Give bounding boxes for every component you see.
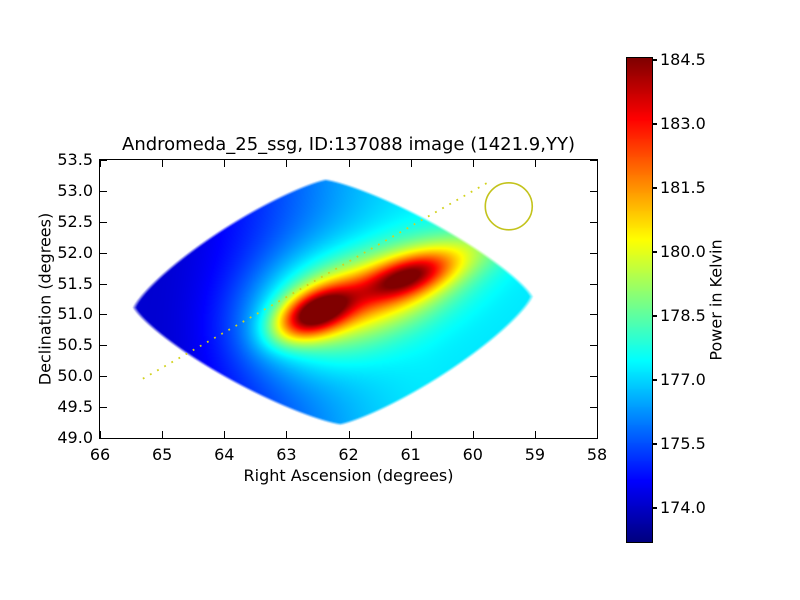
- x-tick-label: 59: [524, 445, 546, 464]
- y-tick-label: 51.5: [57, 273, 93, 293]
- y-tick-label: 52.0: [57, 242, 93, 262]
- x-tick-label: 65: [151, 445, 173, 464]
- colorbar-gradient: [627, 58, 652, 542]
- colorbar-tick-mark: [652, 187, 657, 190]
- colorbar-tick-label: 175.5: [660, 433, 706, 453]
- x-tick-label: 64: [214, 445, 235, 464]
- y-tick-label: 49.5: [57, 397, 93, 417]
- colorbar-tick-mark: [652, 314, 657, 317]
- y-tick-label: 52.5: [57, 211, 93, 231]
- beam-circle: [484, 182, 534, 231]
- x-axis-label: Right Ascension (degrees): [243, 466, 454, 485]
- scan-track-dotted-line: [142, 181, 489, 380]
- colorbar-tick-label: 183.0: [660, 114, 706, 134]
- colorbar-tick-label: 181.5: [660, 178, 706, 198]
- x-tick-label: 60: [462, 445, 483, 464]
- y-tick-label: 53.0: [57, 180, 93, 200]
- colorbar-tick-label: 177.0: [660, 369, 706, 389]
- colorbar-axis-label: Power in Kelvin: [706, 239, 726, 361]
- x-tick-label: 58: [586, 445, 608, 464]
- plot-overlay: [100, 160, 597, 438]
- y-tick-label: 49.0: [57, 428, 93, 447]
- plot-title: Andromeda_25_ssg, ID:137088 image (1421.…: [122, 134, 575, 155]
- x-tick-label: 62: [338, 445, 359, 464]
- y-tick-label: 53.5: [57, 150, 93, 169]
- x-tick-label: 66: [89, 445, 111, 464]
- colorbar-tick-label: 174.0: [660, 497, 706, 517]
- y-tick-label: 50.5: [57, 335, 93, 355]
- y-tick-label: 51.0: [57, 304, 93, 324]
- colorbar-tick-mark: [652, 59, 657, 62]
- y-tick-label: 50.0: [57, 366, 93, 386]
- x-tick-label: 61: [400, 445, 421, 464]
- colorbar-tick-label: 180.0: [660, 242, 706, 262]
- colorbar-tick-mark: [652, 506, 657, 509]
- colorbar-tick-mark: [652, 378, 657, 381]
- colorbar-tick-label: 178.5: [660, 305, 706, 325]
- colorbar-tick-mark: [652, 251, 657, 254]
- heatmap-image: [100, 160, 597, 438]
- y-axis-label: Declination (degrees): [35, 212, 55, 386]
- colorbar-tick-mark: [652, 442, 657, 445]
- colorbar-tick-label: 184.5: [660, 50, 706, 70]
- colorbar-tick-mark: [652, 123, 657, 126]
- x-tick-label: 63: [276, 445, 297, 464]
